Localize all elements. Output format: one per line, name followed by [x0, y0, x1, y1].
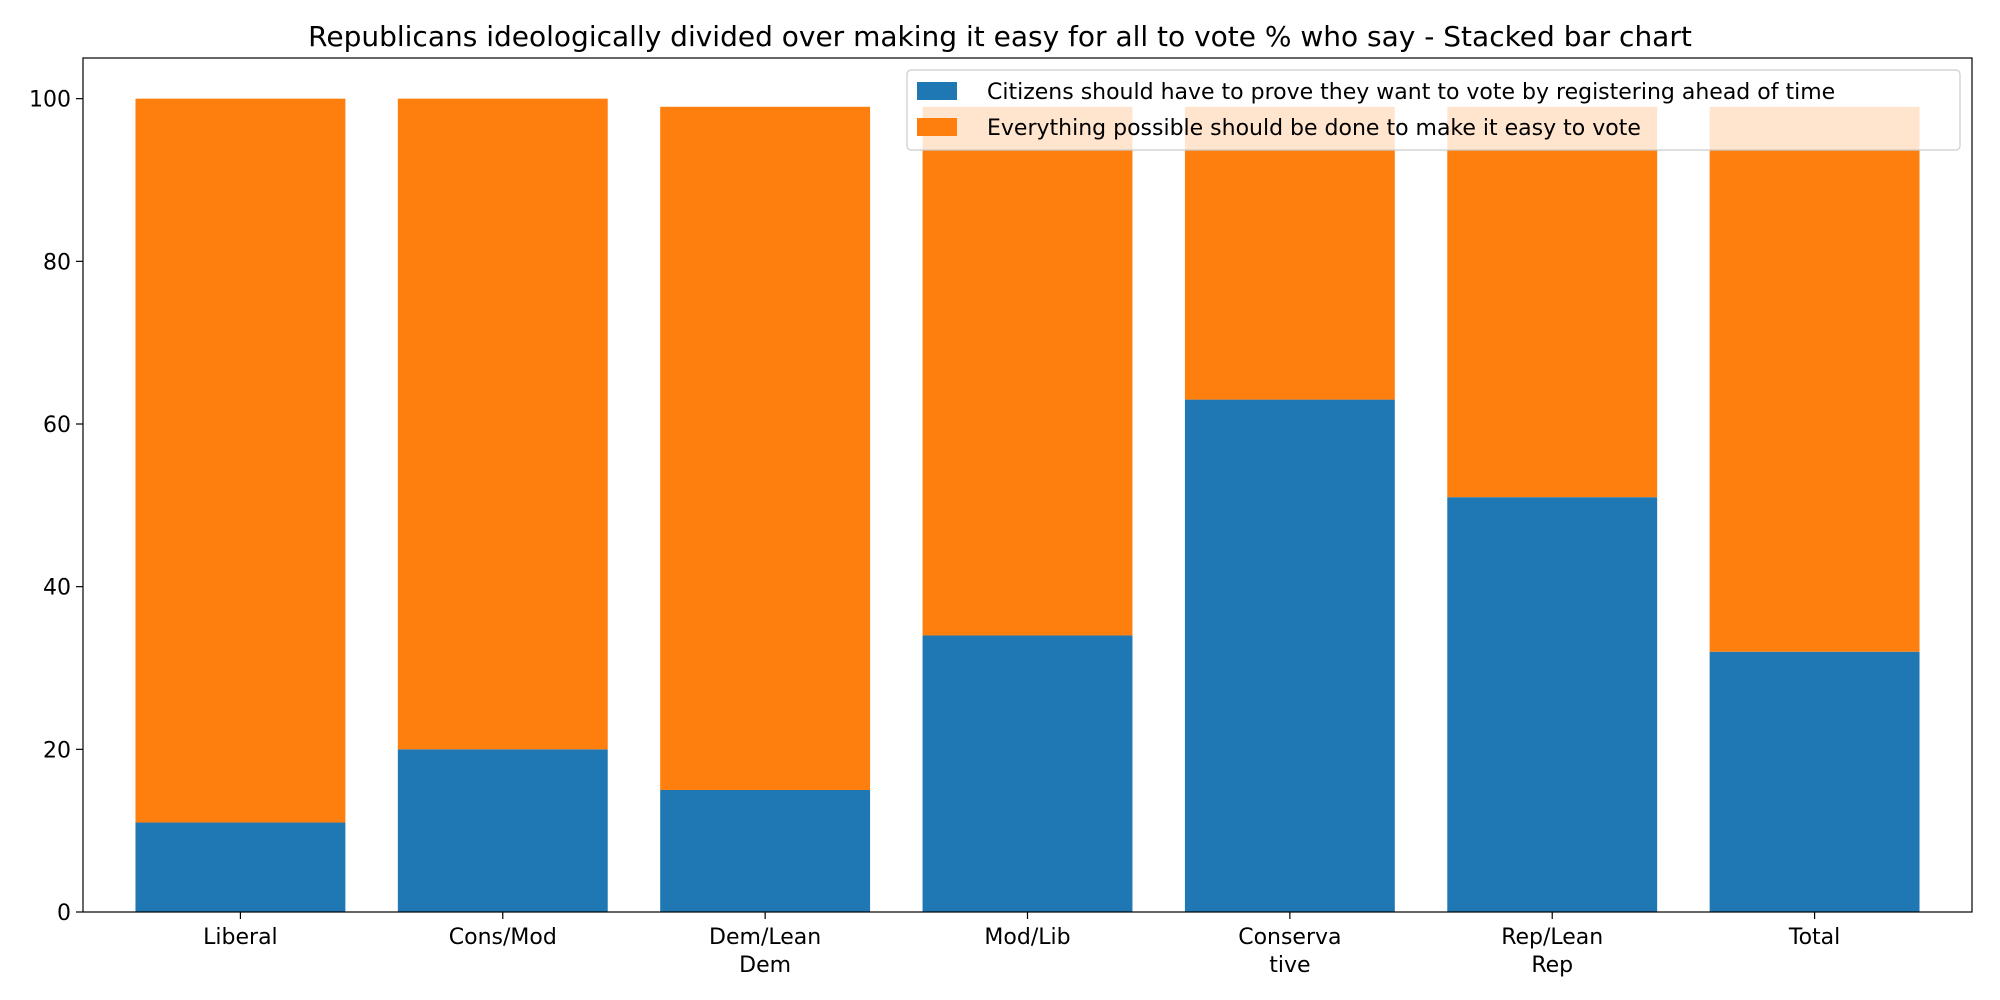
x-tick-label: Cons/Mod: [449, 925, 557, 950]
y-tick-label: 40: [43, 576, 71, 601]
bar-register-ahead-0: [135, 822, 346, 912]
x-tick-label: Dem: [739, 953, 791, 978]
axes-layer: 0 20 40 60 80 100 Liberal Cons/Mod Dem/Lean Dem Mo…: [29, 57, 1973, 978]
bar-make-easy-0: [135, 98, 346, 823]
y-tick-label: 0: [57, 901, 71, 926]
bar-register-ahead-3: [922, 635, 1133, 912]
bars-layer: [135, 98, 1920, 913]
x-tick-label: Conserva: [1238, 925, 1341, 950]
bar-register-ahead-2: [660, 790, 871, 912]
bar-make-easy-3: [922, 106, 1133, 636]
bar-make-easy-5: [1447, 106, 1658, 498]
y-tick-label: 60: [43, 413, 71, 438]
chart-title: Republicans ideologically divided over m…: [308, 20, 1692, 53]
legend-box: [906, 69, 1961, 151]
y-tick-label: 80: [43, 250, 71, 275]
x-tick-label: Rep/Lean: [1501, 925, 1603, 950]
legend-label: Citizens should have to prove they want …: [987, 80, 1835, 105]
bar-register-ahead-6: [1709, 651, 1920, 912]
x-tick-label: tive: [1269, 953, 1310, 978]
bar-make-easy-6: [1709, 106, 1920, 652]
x-tick-label: Mod/Lib: [984, 925, 1070, 950]
x-tick-label: Liberal: [203, 925, 278, 950]
x-tick-label: Total: [1788, 925, 1840, 950]
x-tick-label: Rep: [1531, 953, 1573, 978]
legend-label: Everything possible should be done to ma…: [987, 116, 1641, 141]
bar-register-ahead-4: [1184, 399, 1395, 913]
legend-swatch: [917, 118, 957, 136]
bar-make-easy-1: [397, 98, 608, 750]
y-tick-label: 20: [43, 738, 71, 763]
legend: Citizens should have to prove they want …: [906, 69, 1961, 151]
bar-register-ahead-5: [1447, 497, 1658, 912]
bar-make-easy-4: [1184, 106, 1395, 400]
y-tick-label: 100: [29, 88, 71, 113]
legend-swatch: [917, 82, 957, 100]
bar-register-ahead-1: [397, 749, 608, 912]
bar-make-easy-2: [660, 106, 871, 791]
x-tick-label: Dem/Lean: [709, 925, 821, 950]
